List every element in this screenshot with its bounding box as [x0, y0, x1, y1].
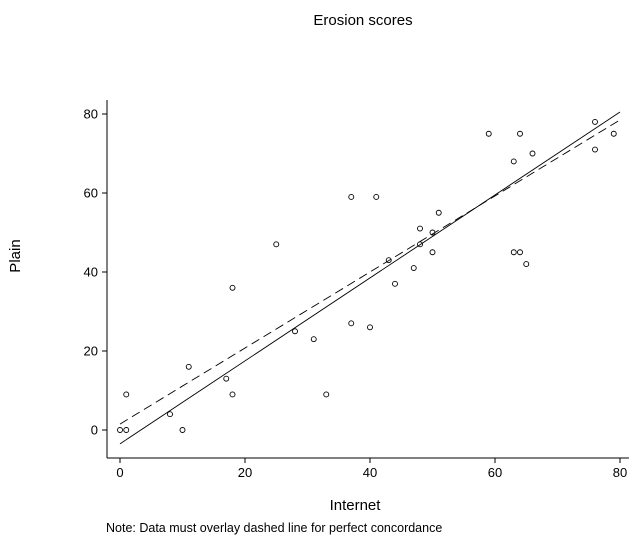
data-point — [529, 150, 536, 157]
data-point — [392, 280, 398, 287]
data-point — [348, 320, 355, 327]
data-point — [373, 193, 380, 200]
x-axis-ticks: 0 20 40 60 80 — [116, 458, 627, 480]
data-point — [310, 336, 317, 343]
x-tick-label: 60 — [488, 465, 502, 480]
fit-solid-line — [119, 111, 621, 445]
chart-note: Note: Data must overlay dashed line for … — [106, 521, 442, 535]
data-point — [417, 241, 423, 248]
data-point — [123, 427, 130, 433]
data-point — [167, 411, 173, 418]
data-point — [323, 391, 330, 398]
plot-area: 0 20 40 60 80 0 20 40 60 80 — [84, 100, 629, 480]
y-axis-ticks: 0 20 40 60 80 — [84, 107, 107, 438]
x-axis-label: Internet — [330, 497, 382, 514]
data-point — [348, 193, 355, 200]
data-point — [273, 241, 280, 248]
x-tick-label: 0 — [116, 465, 123, 480]
data-point — [429, 229, 436, 236]
chart-title: Erosion scores — [313, 12, 412, 29]
data-point — [179, 427, 186, 433]
data-point — [185, 363, 192, 370]
data-point — [229, 391, 236, 398]
data-point — [510, 158, 517, 165]
data-point — [117, 427, 123, 433]
y-tick-label: 20 — [84, 344, 98, 359]
data-point — [517, 130, 523, 137]
data-point — [510, 249, 517, 256]
data-points — [117, 118, 617, 433]
data-point — [610, 130, 617, 137]
data-point — [410, 265, 417, 271]
data-point — [517, 249, 523, 256]
concordance-dashed-line — [119, 119, 621, 425]
regression-lines — [119, 111, 621, 445]
y-tick-label: 80 — [84, 107, 98, 122]
x-tick-label: 20 — [238, 465, 252, 480]
data-point — [417, 225, 423, 232]
data-point — [292, 328, 298, 335]
data-point — [367, 324, 373, 331]
data-point — [429, 249, 436, 256]
y-axis-label: Plain — [7, 239, 24, 272]
data-point — [592, 118, 598, 125]
data-point — [592, 146, 598, 153]
data-point — [385, 257, 392, 264]
y-tick-label: 0 — [91, 423, 98, 438]
x-tick-label: 40 — [363, 465, 377, 480]
data-point — [435, 209, 442, 216]
data-point — [223, 375, 230, 382]
y-tick-label: 40 — [84, 265, 98, 280]
x-tick-label: 80 — [613, 465, 627, 480]
data-point — [523, 261, 530, 268]
data-point — [229, 284, 236, 291]
data-point — [123, 391, 130, 398]
data-point — [485, 130, 492, 137]
y-tick-label: 60 — [84, 186, 98, 201]
